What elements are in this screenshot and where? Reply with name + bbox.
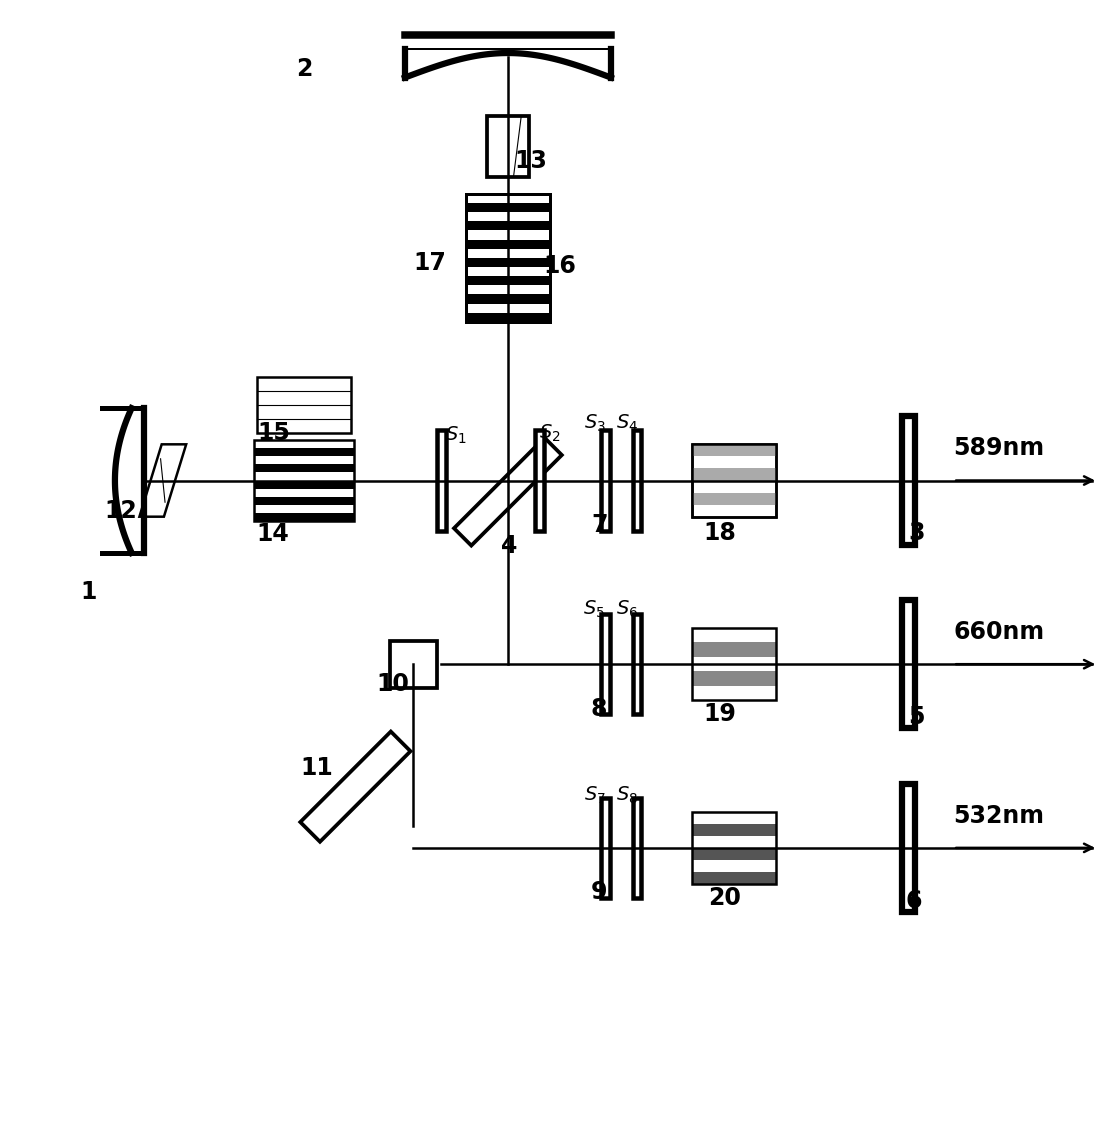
Polygon shape xyxy=(389,641,436,688)
Polygon shape xyxy=(692,468,776,481)
Polygon shape xyxy=(257,377,352,433)
Polygon shape xyxy=(140,444,186,517)
Text: 17: 17 xyxy=(414,252,446,275)
Text: 20: 20 xyxy=(709,885,741,910)
Polygon shape xyxy=(692,468,776,481)
Text: $S_4$: $S_4$ xyxy=(616,413,638,434)
Polygon shape xyxy=(633,797,642,898)
Text: 10: 10 xyxy=(377,672,410,696)
Polygon shape xyxy=(692,444,776,517)
Polygon shape xyxy=(466,312,550,321)
Polygon shape xyxy=(466,203,550,212)
Polygon shape xyxy=(535,431,543,530)
Polygon shape xyxy=(466,258,550,267)
Text: $S_8$: $S_8$ xyxy=(616,784,638,805)
Text: $S_3$: $S_3$ xyxy=(584,413,606,434)
Text: 12: 12 xyxy=(104,499,137,522)
Polygon shape xyxy=(692,671,776,686)
Text: 13: 13 xyxy=(514,149,548,173)
Polygon shape xyxy=(254,465,354,473)
Polygon shape xyxy=(692,823,776,836)
Text: 15: 15 xyxy=(258,421,290,444)
Text: $S_2$: $S_2$ xyxy=(539,423,561,443)
Text: $S_1$: $S_1$ xyxy=(444,425,466,446)
Text: 18: 18 xyxy=(703,521,735,545)
Text: 9: 9 xyxy=(591,880,607,905)
Text: 2: 2 xyxy=(296,56,312,80)
Text: 589nm: 589nm xyxy=(953,437,1045,460)
Polygon shape xyxy=(254,449,354,457)
Polygon shape xyxy=(466,221,550,230)
Polygon shape xyxy=(254,481,354,488)
Text: 11: 11 xyxy=(300,756,333,779)
Text: 1: 1 xyxy=(80,580,96,603)
Text: 7: 7 xyxy=(591,513,607,537)
Polygon shape xyxy=(692,444,776,457)
Text: $S_7$: $S_7$ xyxy=(584,784,606,805)
Polygon shape xyxy=(602,614,610,714)
Polygon shape xyxy=(254,512,354,521)
Polygon shape xyxy=(692,493,776,504)
Text: 8: 8 xyxy=(591,697,607,721)
Polygon shape xyxy=(633,614,642,714)
Polygon shape xyxy=(254,496,354,504)
Text: 4: 4 xyxy=(501,535,517,558)
Polygon shape xyxy=(487,116,529,177)
Polygon shape xyxy=(692,628,776,700)
Polygon shape xyxy=(466,194,550,321)
Polygon shape xyxy=(692,872,776,884)
Text: 19: 19 xyxy=(703,703,735,726)
Polygon shape xyxy=(466,276,550,285)
Polygon shape xyxy=(692,643,776,656)
Polygon shape xyxy=(692,444,776,457)
Polygon shape xyxy=(902,784,915,911)
Polygon shape xyxy=(454,438,561,546)
Polygon shape xyxy=(254,440,354,521)
Text: $S_5$: $S_5$ xyxy=(583,598,605,619)
Polygon shape xyxy=(466,294,550,303)
Text: 14: 14 xyxy=(257,522,289,546)
Text: 532nm: 532nm xyxy=(953,804,1045,828)
Polygon shape xyxy=(466,239,550,248)
Polygon shape xyxy=(602,797,610,898)
Polygon shape xyxy=(692,812,776,884)
Text: 660nm: 660nm xyxy=(953,620,1045,644)
Text: 3: 3 xyxy=(908,521,925,545)
Text: $S_6$: $S_6$ xyxy=(616,598,638,619)
Polygon shape xyxy=(902,600,915,729)
Polygon shape xyxy=(602,431,610,530)
Polygon shape xyxy=(436,431,445,530)
Text: 5: 5 xyxy=(908,705,925,729)
Polygon shape xyxy=(692,493,776,504)
Polygon shape xyxy=(902,416,915,545)
Polygon shape xyxy=(692,848,776,860)
Text: 16: 16 xyxy=(543,254,577,277)
Polygon shape xyxy=(633,431,642,530)
Text: 6: 6 xyxy=(906,889,923,914)
Polygon shape xyxy=(300,732,411,841)
